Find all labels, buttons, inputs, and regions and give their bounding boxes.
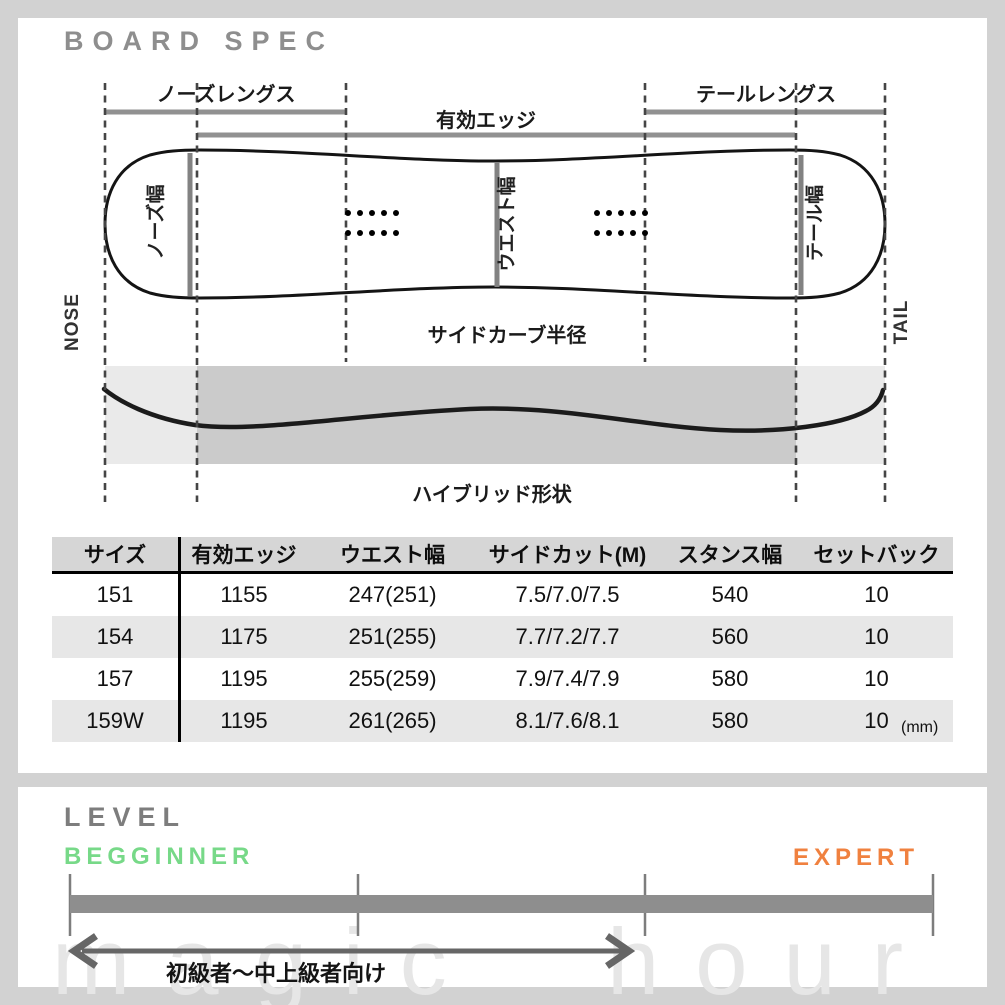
table-row: 154 1175 251(255) 7.7/7.2/7.7 560 10 xyxy=(52,616,953,658)
col-header-sidecut: サイドカット(M) xyxy=(488,544,647,567)
col-header-setback: セットバック xyxy=(813,544,940,567)
table-row: 157 1195 255(259) 7.9/7.4/7.9 580 10 xyxy=(52,658,953,700)
nose-width-label: ノーズ幅 xyxy=(144,184,167,259)
waist-width-label: ウエスト幅 xyxy=(495,176,518,271)
level-bar xyxy=(70,895,933,913)
spec-cell: 540 xyxy=(711,582,749,607)
level-scale xyxy=(67,874,935,969)
table-row: 151 1155 247(251) 7.5/7.0/7.5 540 10 xyxy=(52,574,953,616)
spec-cell: 580 xyxy=(711,708,749,733)
tail-width-label: テール幅 xyxy=(803,185,826,261)
hybrid-shape-label: ハイブリッド形状 xyxy=(412,482,573,506)
spec-cell: 261(265) xyxy=(348,708,437,733)
col-header-effective-edge: 有効エッジ xyxy=(191,544,297,567)
skill-range-label: 初級者〜中上級者向け xyxy=(165,961,386,986)
header-rule xyxy=(52,571,953,574)
expert-label: EXPERT xyxy=(793,844,920,871)
range-arrow-left-head xyxy=(67,933,98,969)
spec-cell: 7.9/7.4/7.9 xyxy=(515,666,620,691)
spec-table-header-row: サイズ 有効エッジ ウエスト幅 サイドカット(M) スタンス幅 セットバック xyxy=(52,537,953,571)
spec-cell: 7.7/7.2/7.7 xyxy=(515,624,620,649)
watermark-text: magic hour xyxy=(52,909,940,1005)
beginner-label: BEGGINNER xyxy=(64,843,255,870)
unit-note: (mm) xyxy=(901,719,939,736)
spec-cell: 157 xyxy=(96,666,134,691)
spec-cell: 8.1/7.6/8.1 xyxy=(515,708,620,733)
sidecurve-radius-label: サイドカーブ半径 xyxy=(428,323,587,347)
spec-cell: 1195 xyxy=(220,708,268,733)
measurement-bars xyxy=(105,109,885,138)
col-header-size: サイズ xyxy=(83,544,147,567)
reference-lines xyxy=(103,83,887,502)
binding-insert-dots xyxy=(345,210,648,236)
spec-cell: 580 xyxy=(711,666,749,691)
width-lines xyxy=(187,153,804,296)
tail-end-label: TAIL xyxy=(891,300,912,345)
range-arrow-right-head xyxy=(605,933,636,969)
spec-cell: 1175 xyxy=(220,624,268,649)
spec-cell: 10 xyxy=(864,708,889,733)
camber-profile-curve xyxy=(101,386,886,433)
level-heading: LEVEL xyxy=(64,802,187,832)
table-row: 159W 1195 261(265) 8.1/7.6/8.1 580 10 xyxy=(52,700,953,742)
nose-end-label: NOSE xyxy=(62,293,83,351)
effective-edge-label: 有効エッジ xyxy=(436,108,536,132)
spec-cell: 10 xyxy=(864,582,889,607)
spec-cell: 1195 xyxy=(220,666,268,691)
spec-cell: 151 xyxy=(96,582,134,607)
spec-cell: 560 xyxy=(711,624,749,649)
spec-cell: 247(251) xyxy=(348,582,437,607)
camber-band xyxy=(105,366,885,464)
level-panel xyxy=(18,787,987,987)
spec-cell: 251(255) xyxy=(348,624,437,649)
spec-cell: 255(259) xyxy=(348,666,437,691)
spec-cell: 10 xyxy=(864,666,889,691)
spec-cell: 7.5/7.0/7.5 xyxy=(515,582,620,607)
spec-cell: 154 xyxy=(96,624,134,649)
spec-cell: 1155 xyxy=(220,582,268,607)
col-header-waist-width: ウエスト幅 xyxy=(340,544,445,567)
spec-cell: 159W xyxy=(86,708,144,733)
tail-length-label: テールレングス xyxy=(696,82,836,106)
spec-table: サイズ 有効エッジ ウエスト幅 サイドカット(M) スタンス幅 セットバック 1… xyxy=(52,537,953,742)
nose-length-label: ノーズレングス xyxy=(157,82,296,106)
table-column-divider xyxy=(178,537,181,742)
col-header-stance-width: スタンス幅 xyxy=(677,544,783,567)
spec-cell: 10 xyxy=(864,624,889,649)
board-spec-heading: BOARD SPEC xyxy=(64,26,335,56)
